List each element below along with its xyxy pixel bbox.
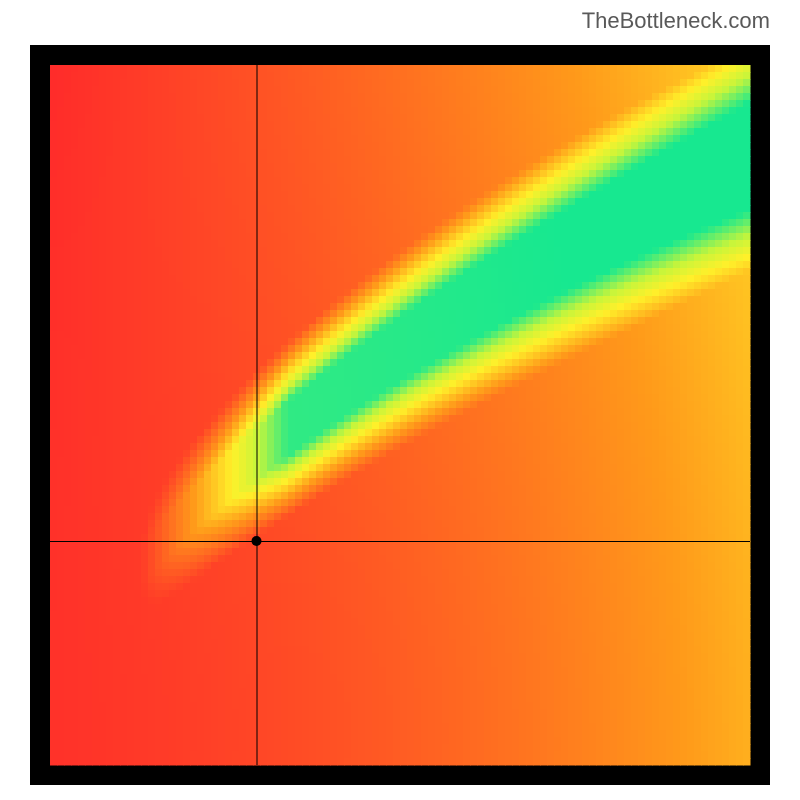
bottleneck-heatmap	[30, 45, 770, 785]
heatmap-canvas	[30, 45, 770, 785]
watermark-text: TheBottleneck.com	[582, 8, 770, 34]
